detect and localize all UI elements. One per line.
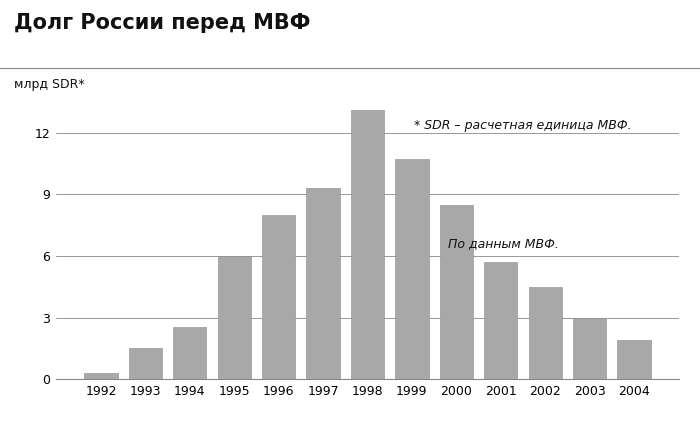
Bar <box>262 215 295 379</box>
Bar <box>84 373 118 379</box>
Bar <box>218 256 251 379</box>
Bar <box>307 188 340 379</box>
Bar <box>573 318 606 379</box>
Text: * SDR – расчетная единица МВФ.: * SDR – расчетная единица МВФ. <box>414 119 632 132</box>
Text: млрд SDR*: млрд SDR* <box>14 78 85 92</box>
Bar <box>129 348 162 379</box>
Bar <box>484 262 517 379</box>
Text: По данным МВФ.: По данным МВФ. <box>449 237 559 250</box>
Bar <box>440 204 473 379</box>
Bar <box>173 327 206 379</box>
Text: Долг России перед МВФ: Долг России перед МВФ <box>14 13 310 33</box>
Bar <box>351 110 384 379</box>
Bar <box>395 160 428 379</box>
Bar <box>528 287 562 379</box>
Bar <box>617 340 651 379</box>
